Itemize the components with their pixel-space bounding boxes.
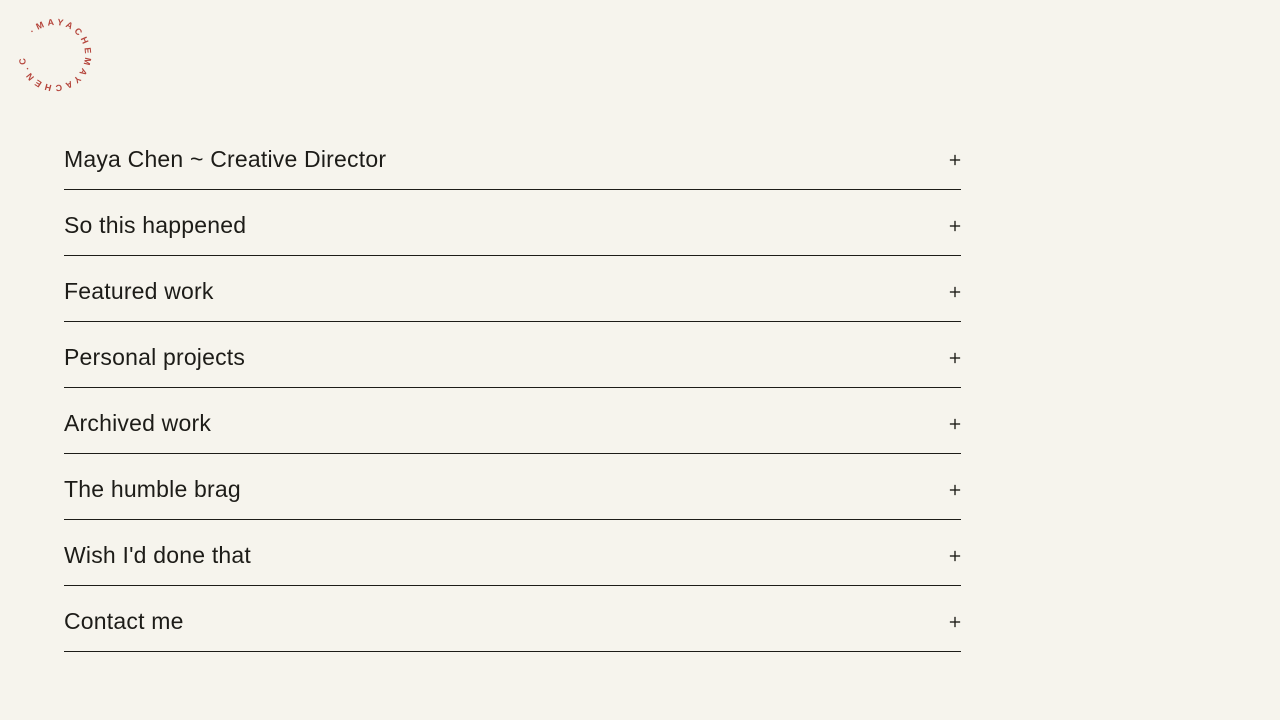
site-logo[interactable]: ·MAYACHEMAYACHEN.COM [0, 0, 110, 110]
accordion-item-humble-brag[interactable]: The humble brag [64, 454, 961, 520]
plus-icon[interactable] [949, 484, 961, 496]
accordion-item-label: So this happened [64, 212, 247, 238]
accordion-item-label: Maya Chen ~ Creative Director [64, 146, 387, 172]
accordion-item-label: Contact me [64, 608, 184, 634]
svg-text:·MAYACHEMAYACHEN.COM: ·MAYACHEMAYACHEN.COM [0, 0, 93, 93]
accordion-item-personal-projects[interactable]: Personal projects [64, 322, 961, 388]
circular-logo-icon: ·MAYACHEMAYACHEN.COM [0, 0, 93, 93]
accordion-item-so-this-happened[interactable]: So this happened [64, 190, 961, 256]
accordion-item-contact-me[interactable]: Contact me [64, 586, 961, 652]
accordion-item-featured-work[interactable]: Featured work [64, 256, 961, 322]
plus-icon[interactable] [949, 550, 961, 562]
accordion-item-archived-work[interactable]: Archived work [64, 388, 961, 454]
accordion-item-label: Wish I'd done that [64, 542, 251, 568]
accordion-item-intro[interactable]: Maya Chen ~ Creative Director [64, 124, 961, 190]
circular-logo-text: ·MAYACHEMAYACHEN.COM [0, 0, 90, 93]
accordion-item-label: Archived work [64, 410, 212, 436]
plus-icon[interactable] [949, 154, 961, 166]
accordion-item-wish-id-done-that[interactable]: Wish I'd done that [64, 520, 961, 586]
accordion-menu: Maya Chen ~ Creative Director So this ha… [64, 124, 961, 652]
plus-icon[interactable] [949, 286, 961, 298]
plus-icon[interactable] [949, 220, 961, 232]
plus-icon[interactable] [949, 352, 961, 364]
accordion-item-label: Personal projects [64, 344, 246, 370]
accordion-item-label: The humble brag [64, 476, 241, 502]
plus-icon[interactable] [949, 616, 961, 628]
plus-icon[interactable] [949, 418, 961, 430]
accordion-item-label: Featured work [64, 278, 214, 304]
